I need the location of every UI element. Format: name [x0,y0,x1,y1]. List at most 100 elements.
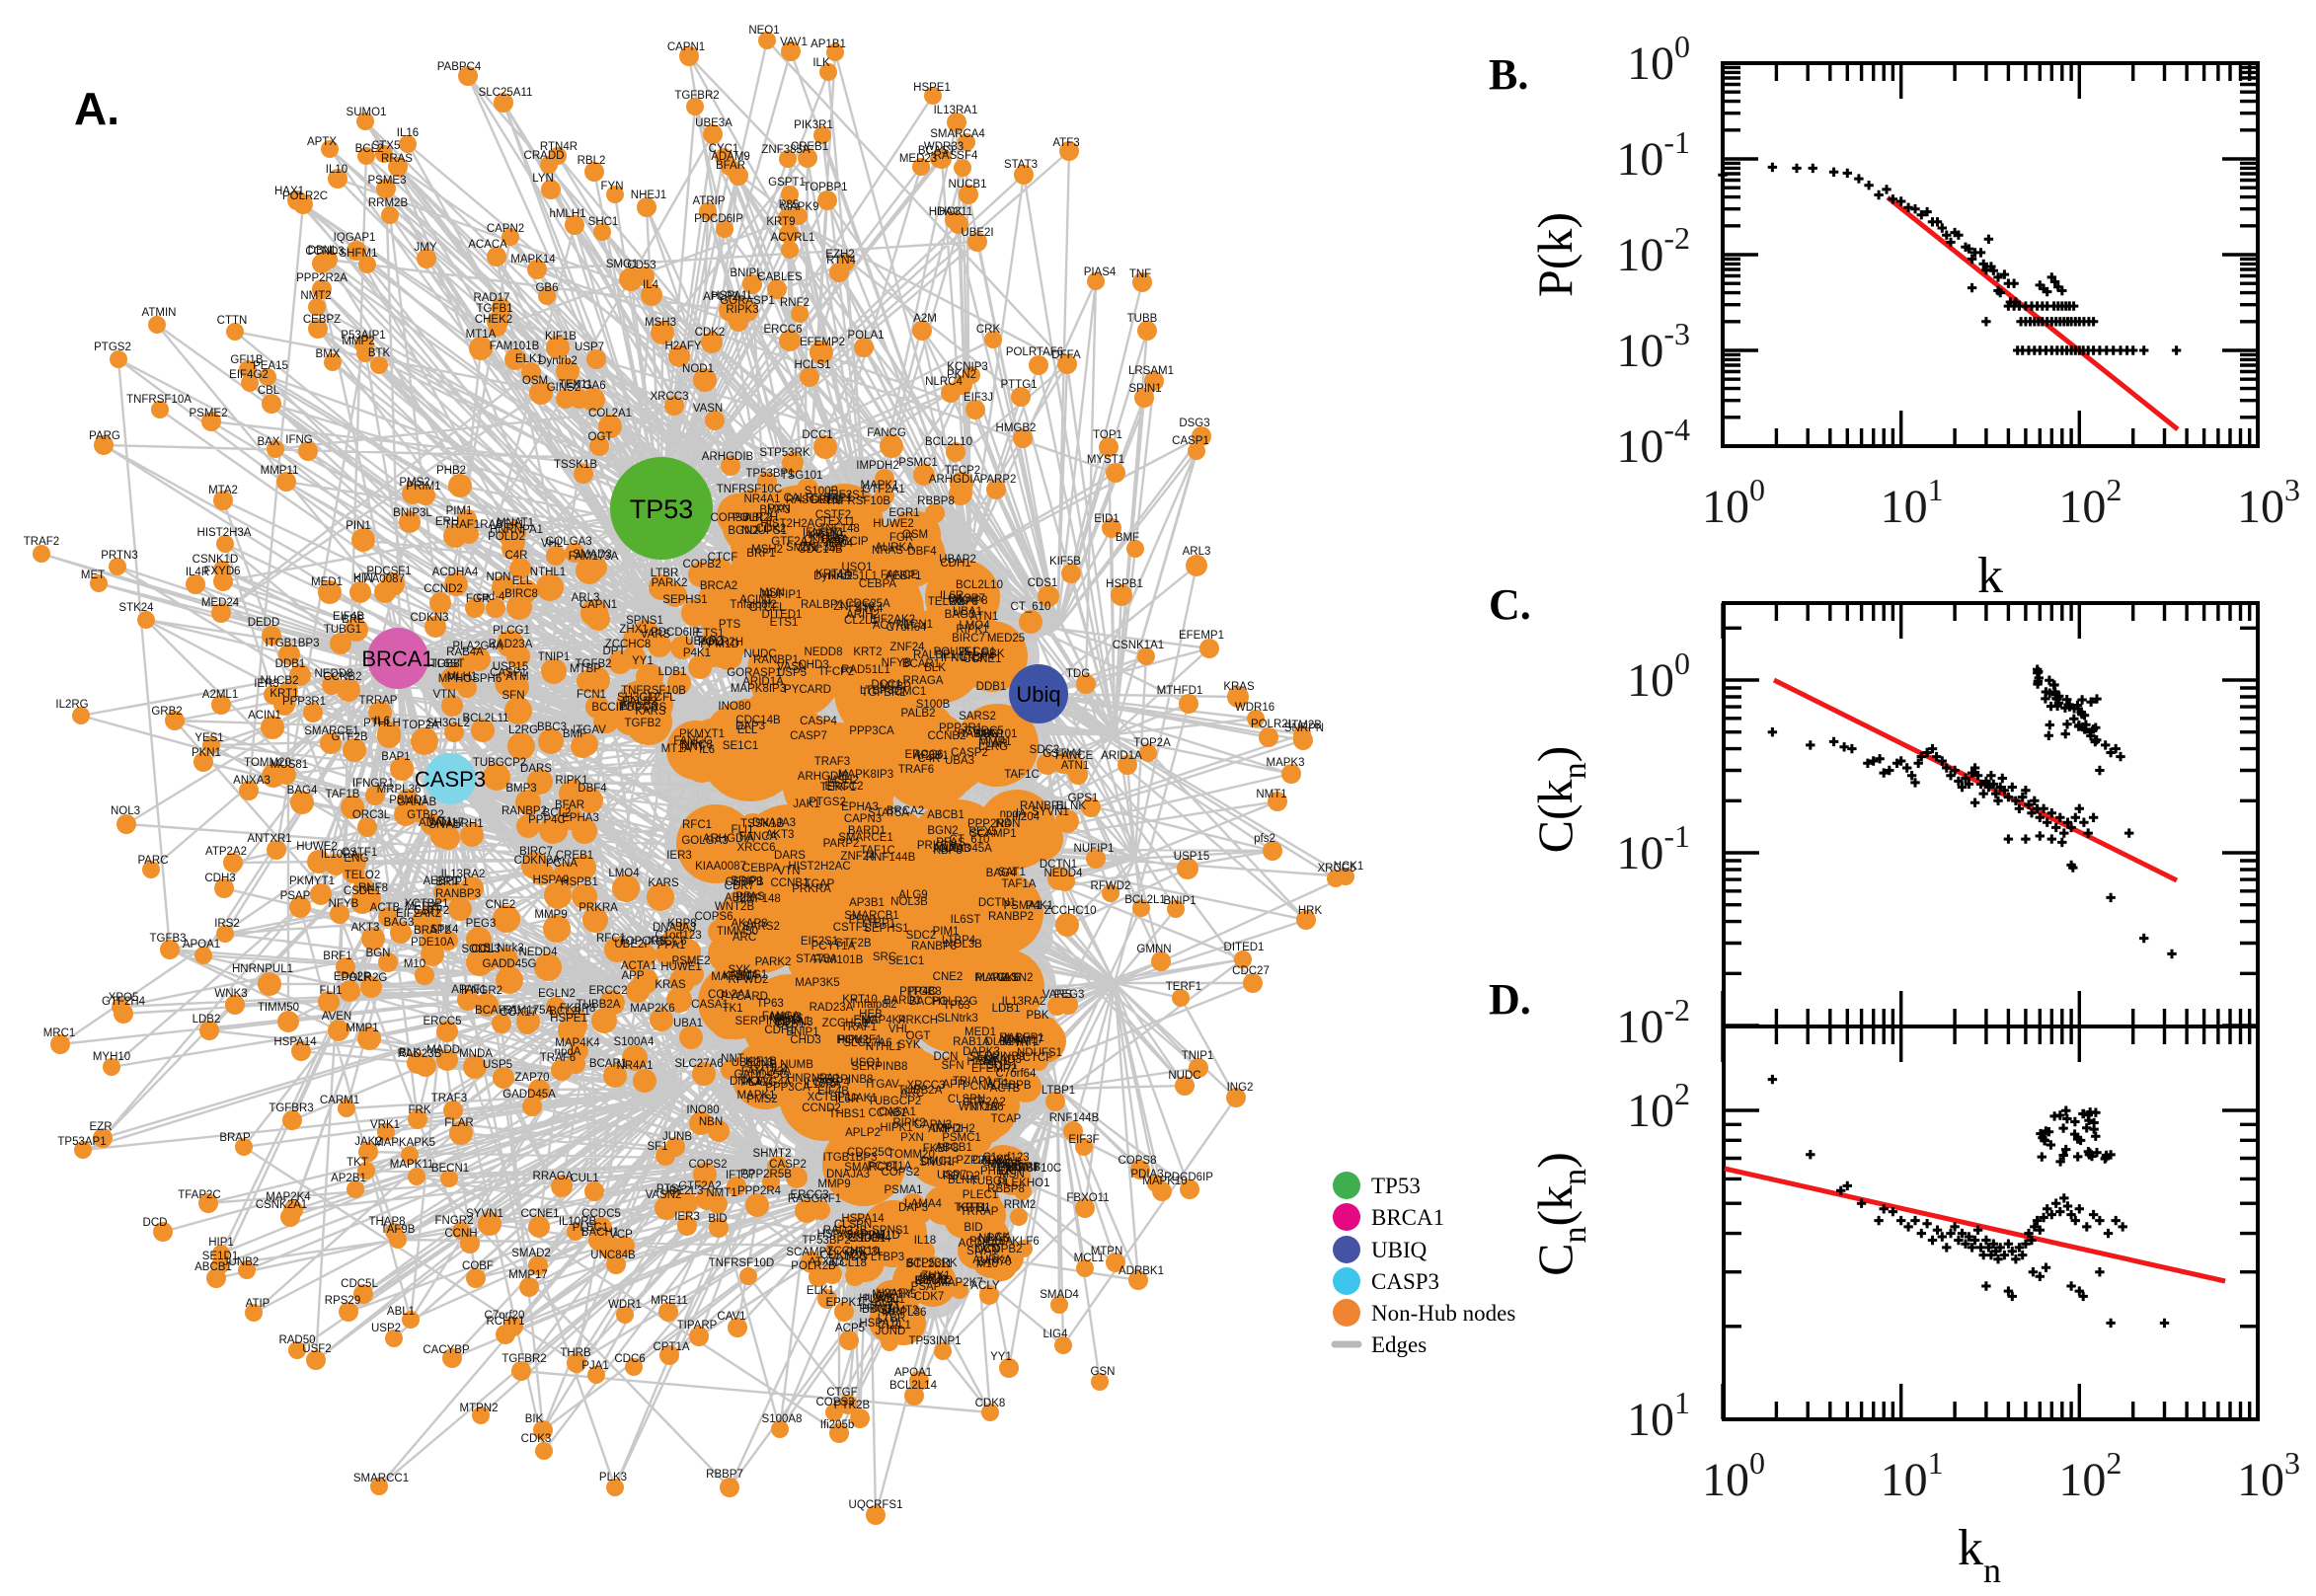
svg-text:RRAS: RRAS [381,153,413,165]
svg-text:BRCA2: BRCA2 [887,805,924,817]
svg-text:CAPN1: CAPN1 [579,599,617,611]
svg-text:ARIH2: ARIH2 [846,609,880,621]
svg-text:CPT1A: CPT1A [653,1341,689,1353]
svg-text:SOD1: SOD1 [461,944,492,955]
svg-text:PBK: PBK [1026,1010,1048,1022]
svg-text:WNK3: WNK3 [214,988,247,1000]
svg-text:MMP2: MMP2 [342,336,374,347]
svg-text:DITED1: DITED1 [762,609,803,621]
svg-text:PRKRA: PRKRA [579,902,618,914]
svg-text:RPS29: RPS29 [325,1295,360,1307]
svg-text:CABLES: CABLES [757,271,803,283]
svg-text:TUBGCP2: TUBGCP2 [473,757,526,769]
svg-text:CDK2: CDK2 [695,327,726,339]
svg-text:DSG3: DSG3 [1179,418,1209,429]
svg-text:BIRC8: BIRC8 [504,588,538,600]
svg-text:CNE2: CNE2 [933,971,964,983]
svg-text:ATRIP: ATRIP [692,195,725,207]
svg-text:PEA15: PEA15 [253,360,288,372]
svg-text:ITGB8: ITGB8 [908,986,941,998]
svg-text:SERPINB9: SERPINB9 [735,1016,792,1027]
svg-text:ZNF350: ZNF350 [801,542,842,554]
svg-text:TOP2A: TOP2A [402,720,439,731]
svg-text:PRKRA: PRKRA [792,883,831,895]
svg-text:TRAF3: TRAF3 [814,756,850,768]
svg-text:RAD23A: RAD23A [489,639,533,650]
svg-text:ARIH2: ARIH2 [928,1123,962,1135]
svg-text:BCL2L10: BCL2L10 [956,579,1003,591]
svg-text:PXN: PXN [900,1132,924,1144]
svg-text:CBL: CBL [258,385,280,397]
svg-text:HRK: HRK [1298,905,1323,917]
svg-text:DAP3: DAP3 [735,721,765,732]
svg-text:HUWE1: HUWE1 [859,1293,900,1305]
svg-text:NBN: NBN [699,1116,723,1128]
svg-text:EDA2R: EDA2R [334,971,371,983]
svg-text:DCN: DCN [934,1051,959,1063]
svg-text:UBAP2: UBAP2 [685,636,723,647]
svg-text:IMPDH2: IMPDH2 [856,460,898,472]
svg-text:DMC1: DMC1 [921,1156,954,1168]
svg-text:PPP2R4: PPP2R4 [737,1185,782,1197]
svg-text:CDC25A: CDC25A [804,534,849,546]
svg-text:BAG4: BAG4 [287,785,318,797]
svg-text:TAF1B: TAF1B [326,789,360,800]
svg-text:CEBPZ: CEBPZ [303,314,341,326]
svg-text:HUWE2: HUWE2 [296,841,338,853]
svg-text:MMP11: MMP11 [261,465,299,477]
svg-text:MNDA: MNDA [459,1048,493,1060]
svg-text:EPHA3: EPHA3 [562,812,599,824]
svg-text:ZNF148: ZNF148 [818,523,860,535]
svg-text:FANCG: FANCG [867,427,906,439]
svg-text:CDS1: CDS1 [1028,577,1058,589]
svg-text:BARD1: BARD1 [884,995,921,1007]
svg-text:SUMO1: SUMO1 [347,107,387,118]
svg-text:SFN: SFN [942,1060,965,1072]
svg-text:CTTN: CTTN [217,315,248,327]
svg-text:PSAP: PSAP [911,1281,942,1293]
svg-text:EGR1: EGR1 [888,507,919,519]
svg-text:RAD51L1: RAD51L1 [828,570,878,582]
svg-text:TP63: TP63 [756,998,784,1010]
svg-text:AEBP1: AEBP1 [885,570,921,582]
svg-text:MYH10: MYH10 [93,1051,130,1063]
svg-text:MED25: MED25 [405,901,442,913]
svg-text:NFYB: NFYB [882,657,912,669]
svg-text:NUDC: NUDC [743,648,776,660]
svg-text:COL2A1: COL2A1 [588,408,632,419]
svg-text:FAM101B: FAM101B [813,954,864,966]
svg-text:IL4R: IL4R [186,567,209,578]
svg-text:UBE2I: UBE2I [614,939,647,950]
svg-text:USP15: USP15 [493,661,528,673]
svg-text:NMT1: NMT1 [706,1187,736,1199]
svg-text:RNF144B: RNF144B [1049,1112,1100,1124]
svg-text:RRM2: RRM2 [1004,1199,1037,1211]
svg-text:EPPK1: EPPK1 [825,1297,862,1309]
svg-text:EIF2S1: EIF2S1 [828,490,866,501]
svg-text:RNF8: RNF8 [949,596,978,608]
svg-text:TOMM20: TOMM20 [888,1149,935,1161]
svg-text:PZP22: PZP22 [956,1155,990,1167]
svg-text:RNF144B: RNF144B [866,852,916,864]
svg-text:JAK1: JAK1 [793,798,820,810]
svg-text:NEDD4: NEDD4 [1044,868,1084,879]
svg-text:ZHX1: ZHX1 [619,624,648,636]
svg-text:BAP1: BAP1 [381,751,410,763]
svg-text:HDAC11: HDAC11 [929,206,973,218]
svg-text:CASP3: CASP3 [415,767,486,792]
svg-text:MUS81: MUS81 [270,759,308,771]
svg-text:KARS: KARS [648,877,679,889]
svg-text:KRT1: KRT1 [270,688,298,700]
svg-text:PLA2G4A: PLA2G4A [452,641,502,652]
svg-text:DCTN1: DCTN1 [1040,859,1077,871]
svg-text:OSM: OSM [522,375,548,387]
svg-text:LAMA4: LAMA4 [904,1198,942,1210]
svg-text:SHC1: SHC1 [588,216,619,228]
svg-text:MTPN2: MTPN2 [460,1403,499,1414]
svg-text:MAP2K4: MAP2K4 [266,1191,311,1203]
svg-text:RBBP7: RBBP7 [706,1469,743,1481]
svg-text:COX17: COX17 [500,1007,537,1019]
svg-text:RANBP1: RANBP1 [1020,800,1065,812]
svg-text:IL18: IL18 [914,1235,936,1247]
svg-text:L2RG: L2RG [508,724,538,736]
